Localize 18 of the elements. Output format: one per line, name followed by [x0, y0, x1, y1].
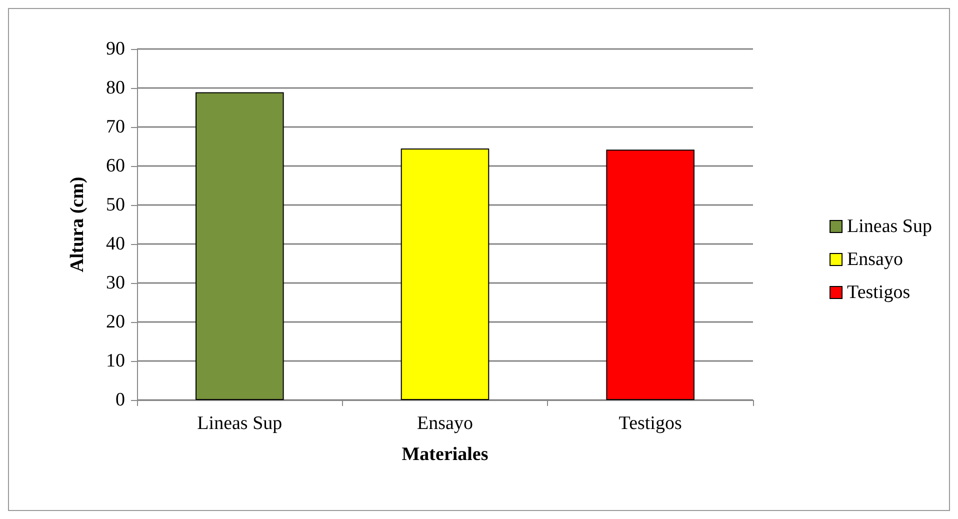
x-tick-label: Testigos — [618, 413, 682, 434]
y-tick-label: 60 — [106, 156, 125, 176]
x-tick-label: Lineas Sup — [197, 413, 282, 434]
y-tick-label: 50 — [106, 194, 125, 216]
x-axis-title: Materiales — [402, 444, 488, 465]
x-tick-label: Ensayo — [417, 413, 473, 434]
y-tick-label: 90 — [106, 38, 125, 60]
y-tick-label: 70 — [106, 116, 125, 138]
y-tick-label: 20 — [106, 312, 125, 332]
y-tick-label: 40 — [106, 234, 125, 254]
y-tick-label: 30 — [106, 272, 125, 294]
y-tick-label: 0 — [116, 390, 125, 410]
legend-label: Lineas Sup — [847, 216, 932, 237]
y-tick-label: 10 — [106, 350, 125, 372]
y-axis-title: Altura (cm) — [67, 176, 88, 272]
y-tick-label: 80 — [106, 78, 125, 98]
legend-label: Testigos — [847, 282, 910, 303]
legend-label: Ensayo — [847, 249, 903, 270]
